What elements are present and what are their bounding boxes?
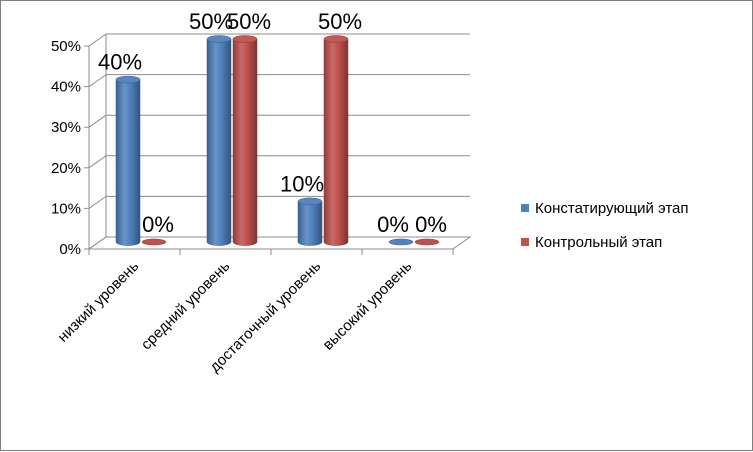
data-label: 40%	[98, 50, 142, 75]
bar-1-1	[232, 38, 258, 246]
bar-top-2-0	[297, 197, 323, 206]
bar-top-1-0	[206, 35, 232, 43]
y-tick-label: 10%	[51, 200, 81, 217]
bar-0-0	[115, 79, 141, 246]
side-gridline	[88, 74, 107, 88]
side-gridline	[88, 155, 107, 169]
x-tick-label: средний уровень	[138, 258, 234, 354]
chart-floor	[87, 236, 472, 250]
bar-2-1	[323, 38, 349, 246]
data-label: 0%	[415, 212, 447, 237]
y-tick-label: 40%	[51, 79, 81, 96]
bar-top-0-0	[115, 75, 141, 84]
data-label: 0%	[142, 212, 174, 237]
legend-label: Контрольный этап	[535, 234, 662, 251]
x-tick-label: низкий уровень	[54, 258, 142, 346]
y-tick-label: 50%	[51, 38, 81, 55]
y-tick-label: 30%	[51, 119, 81, 136]
legend-label: Констатирующий этап	[535, 200, 689, 217]
legend-swatch	[521, 238, 529, 246]
legend-swatch	[521, 204, 529, 212]
side-gridline	[88, 195, 107, 209]
bar-1-0	[206, 38, 232, 246]
bar-3-0	[388, 238, 414, 246]
data-label: 50%	[189, 9, 233, 34]
data-label: 10%	[280, 171, 324, 196]
side-gridline	[88, 114, 107, 128]
bar-top-2-1	[323, 35, 349, 43]
bar-2-0	[297, 201, 323, 246]
y-tick-label: 20%	[51, 160, 81, 177]
data-label: 50%	[318, 9, 362, 34]
bar-top-1-1	[232, 35, 258, 43]
y-tick-label: 0%	[59, 241, 81, 258]
bar-0-1	[141, 238, 167, 246]
side-gridline	[88, 33, 107, 47]
bar-3-1	[414, 238, 440, 246]
data-label: 0%	[377, 212, 409, 237]
data-label: 50%	[227, 9, 271, 34]
x-tick-label: высокий уровень	[320, 258, 416, 354]
